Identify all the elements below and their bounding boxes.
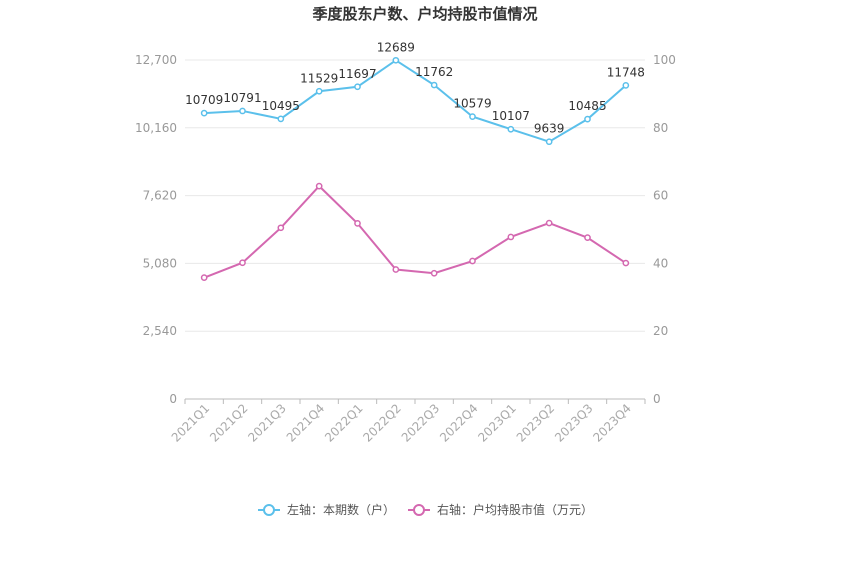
- right-axis-tick-label: 60: [653, 189, 668, 203]
- data-label: 11697: [338, 67, 376, 81]
- series-line: [203, 184, 627, 279]
- legend-label[interactable]: 右轴：户均持股市值（万元）: [437, 502, 593, 517]
- x-axis-tick-label: 2022Q3: [399, 401, 443, 445]
- left-axis-tick-label: 7,620: [143, 189, 177, 203]
- right-axis-tick-label: 100: [653, 53, 676, 67]
- data-label: 10579: [453, 97, 491, 111]
- grid-lines: [185, 59, 645, 332]
- x-axis-tick-label: 2022Q1: [322, 401, 366, 445]
- x-axis-tick-label: 2022Q4: [437, 401, 481, 445]
- data-point[interactable]: [200, 274, 208, 281]
- data-point[interactable]: [392, 266, 400, 273]
- left-axis-tick-label: 12,700: [135, 53, 177, 67]
- x-axis-tick-label: 2022Q2: [360, 401, 404, 445]
- x-axis-tick-label: 2021Q4: [284, 401, 328, 445]
- legend-marker-circle: [263, 504, 275, 516]
- data-point[interactable]: [277, 224, 285, 232]
- data-label: 10791: [223, 91, 261, 105]
- right-axis-tick-label: 0: [653, 392, 661, 406]
- data-point[interactable]: [545, 138, 553, 146]
- data-label: 10485: [568, 99, 606, 113]
- data-point[interactable]: [277, 115, 285, 123]
- data-label: 12689: [377, 40, 415, 54]
- data-point[interactable]: [430, 81, 438, 89]
- data-label: 11748: [607, 65, 645, 79]
- data-label: 10107: [492, 109, 530, 123]
- legend[interactable]: 左轴：本期数（户） 右轴：户均持股市值（万元）: [258, 502, 593, 517]
- data-point[interactable]: [354, 220, 361, 227]
- data-point[interactable]: [430, 269, 438, 277]
- x-axis-tick-label: 2023Q4: [590, 401, 634, 445]
- right-axis-tick-label: 20: [653, 324, 668, 338]
- data-point[interactable]: [392, 56, 400, 64]
- data-label: 10709: [185, 93, 223, 107]
- right-axis-tick-label: 40: [653, 256, 668, 270]
- data-label: 11762: [415, 65, 453, 79]
- data-point[interactable]: [545, 219, 553, 227]
- x-axis-tick-label: 2023Q3: [552, 401, 596, 445]
- data-point[interactable]: [584, 234, 591, 241]
- data-label: 11529: [300, 71, 338, 85]
- left-axis-tick-label: 5,080: [143, 256, 177, 270]
- data-label: 9639: [534, 122, 565, 136]
- data-point[interactable]: [200, 109, 208, 117]
- x-axis-tick-label: 2023Q2: [514, 401, 558, 445]
- legend-marker-circle: [413, 504, 425, 516]
- x-axis-tick-label: 2021Q3: [245, 401, 289, 445]
- data-point[interactable]: [622, 259, 630, 267]
- data-label: 10495: [262, 99, 300, 113]
- series-line: [204, 59, 627, 143]
- data-point[interactable]: [239, 107, 246, 115]
- x-axis-tick-label: 2023Q1: [475, 401, 519, 445]
- data-point[interactable]: [469, 113, 476, 120]
- data-point[interactable]: [315, 87, 323, 95]
- data-point[interactable]: [622, 82, 630, 89]
- x-axis-tick-label: 2021Q2: [207, 401, 251, 445]
- data-point[interactable]: [354, 83, 361, 91]
- data-point[interactable]: [507, 233, 515, 241]
- chart-title: 季度股东户数、户均持股市值情况: [312, 5, 537, 23]
- x-axis-tick-label: 2021Q1: [169, 401, 213, 445]
- left-axis-tick-label: 2,540: [143, 324, 177, 338]
- left-axis-tick-label: 0: [169, 392, 177, 406]
- left-axis-tick-label: 10,160: [135, 121, 177, 135]
- legend-label[interactable]: 左轴：本期数（户）: [287, 502, 395, 517]
- data-point[interactable]: [239, 259, 246, 267]
- data-point[interactable]: [469, 257, 476, 265]
- right-axis-tick-label: 80: [653, 121, 668, 135]
- data-point[interactable]: [315, 182, 323, 190]
- data-point[interactable]: [584, 115, 591, 123]
- data-point[interactable]: [507, 125, 515, 133]
